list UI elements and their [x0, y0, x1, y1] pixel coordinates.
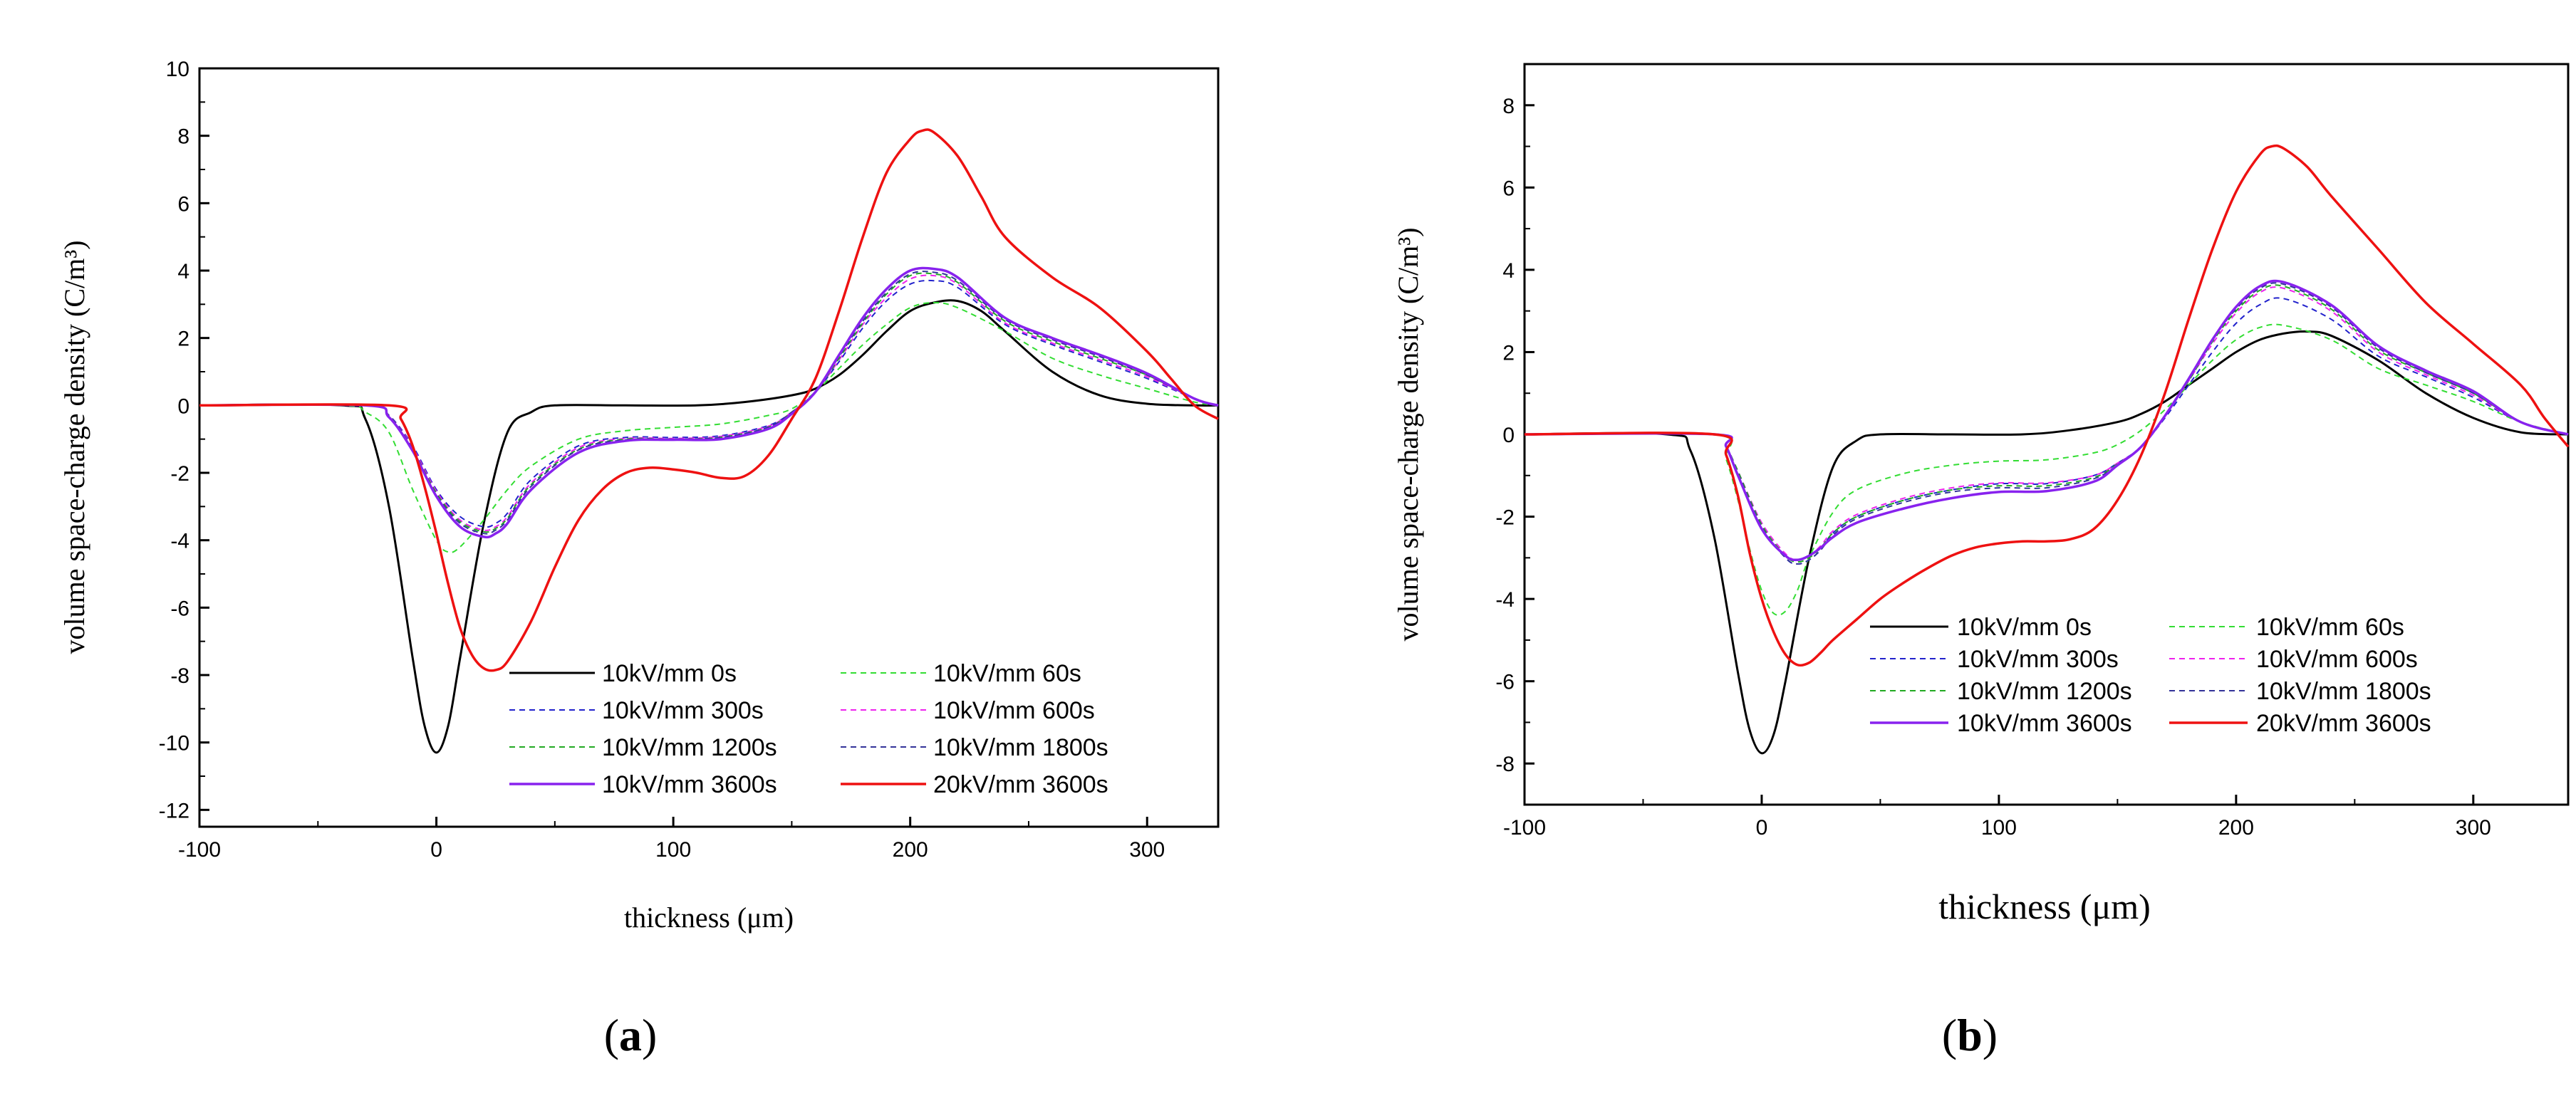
legend-label: 10kV/mm 60s [933, 660, 1081, 687]
legend-label: 10kV/mm 1800s [933, 734, 1108, 761]
legend-label: 20kV/mm 3600s [933, 771, 1108, 798]
y-tick-label: 0 [1502, 424, 1515, 447]
x-tick-label: 200 [2218, 816, 2254, 840]
x-tick-label: 200 [893, 838, 928, 862]
y-tick-label: -8 [170, 664, 189, 688]
y-tick-label: -6 [170, 597, 189, 620]
x-tick-label: 300 [1129, 838, 1165, 862]
y-tick-label: 4 [1502, 259, 1515, 283]
legend-label: 10kV/mm 600s [2256, 646, 2418, 673]
series-line-b-1 [1524, 323, 2569, 616]
y-tick-label: 2 [177, 328, 189, 351]
panel-label-b: (b) [1942, 1010, 1998, 1060]
series-line-a-1 [199, 302, 1219, 553]
legend-a: 10kV/mm 0s 10kV/mm 60s 10kV/mm 300s 10kV/mm… [509, 660, 1108, 798]
x-tick-label: 100 [655, 838, 691, 862]
y-axis-label-b: volume space-charge density (C/m³) [1392, 227, 1424, 641]
legend-label: 10kV/mm 300s [1957, 646, 2119, 673]
panel-a: -100 0 100 200 300 -12 -10 -8 -6 -4 -2 0 2 4 6 8 10 thic… [58, 58, 1220, 1060]
legend-label: 10kV/mm 0s [1957, 614, 2092, 641]
y-tick-label: -2 [1495, 506, 1515, 530]
legend-label: 10kV/mm 1800s [2256, 678, 2431, 705]
series-line-b-5 [1524, 282, 2569, 565]
legend-label: 10kV/mm 300s [602, 697, 764, 724]
series-line-a-3 [199, 274, 1219, 531]
legend-label: 10kV/mm 3600s [1957, 710, 2132, 737]
x-tick-label: -100 [1503, 816, 1546, 840]
axis-ticks-b: -100 0 100 200 300 -8 -6 -4 -2 0 2 4 6 8 [1495, 95, 2491, 840]
series-line-b-6 [1524, 279, 2569, 562]
panel-b: -100 0 100 200 300 -8 -6 -4 -2 0 2 4 6 8 thickness (μ… [1392, 63, 2570, 1060]
y-tick-label: -10 [159, 732, 189, 756]
series-line-b-0 [1524, 330, 2569, 755]
legend-label: 10kV/mm 600s [933, 697, 1095, 724]
y-tick-label: 8 [177, 125, 189, 149]
plot-frame-a [198, 67, 1220, 828]
y-tick-label: -12 [159, 799, 189, 822]
y-tick-label: -4 [170, 530, 189, 553]
legend-label: 20kV/mm 3600s [2256, 710, 2431, 737]
y-tick-label: 0 [177, 394, 189, 418]
series-line-a-4 [199, 272, 1219, 533]
x-tick-label: 0 [1756, 816, 1768, 840]
series-line-b-2 [1524, 297, 2569, 565]
y-tick-label: -4 [1495, 588, 1515, 612]
x-tick-label: -100 [178, 838, 221, 862]
y-tick-label: 4 [177, 260, 189, 283]
series-line-b-7 [1524, 144, 2570, 667]
legend-label: 10kV/mm 60s [2256, 614, 2404, 641]
y-tick-label: 10 [166, 58, 189, 81]
series-line-a-5 [199, 271, 1219, 535]
y-tick-label: 8 [1502, 95, 1515, 118]
series-group-a [199, 128, 1219, 754]
x-axis-label-b: thickness (μm) [1938, 887, 2151, 926]
legend-label: 10kV/mm 1200s [1957, 678, 2132, 705]
y-tick-label: -2 [170, 462, 189, 486]
legend-label: 10kV/mm 1200s [602, 734, 777, 761]
y-tick-label: 6 [177, 192, 189, 216]
x-tick-label: 100 [1981, 816, 2017, 840]
legend-b: 10kV/mm 0s 10kV/mm 60s 10kV/mm 300s 10kV/mm… [1870, 614, 2431, 737]
series-line-a-0 [199, 299, 1219, 754]
series-group-b [1524, 144, 2570, 755]
y-axis-label-a: volume space-charge density (C/m³) [58, 240, 90, 654]
series-line-a-7 [199, 128, 1219, 672]
axis-ticks-a: -100 0 100 200 300 -12 -10 -8 -6 -4 -2 0 2 4 6 8 10 [159, 58, 1165, 862]
y-tick-label: -6 [1495, 671, 1515, 694]
x-tick-label: 0 [430, 838, 442, 862]
legend-label: 10kV/mm 3600s [602, 771, 777, 798]
y-tick-label: -8 [1495, 753, 1515, 776]
series-line-b-3 [1524, 286, 2569, 561]
x-axis-label-a: thickness (μm) [624, 901, 794, 934]
series-line-a-2 [199, 279, 1219, 528]
x-tick-label: 300 [2456, 816, 2491, 840]
y-tick-label: 6 [1502, 177, 1515, 200]
series-line-b-4 [1524, 284, 2569, 563]
y-tick-label: 2 [1502, 341, 1515, 365]
series-line-a-6 [199, 266, 1219, 539]
legend-label: 10kV/mm 0s [602, 660, 737, 687]
panel-label-a: (a) [604, 1010, 658, 1060]
